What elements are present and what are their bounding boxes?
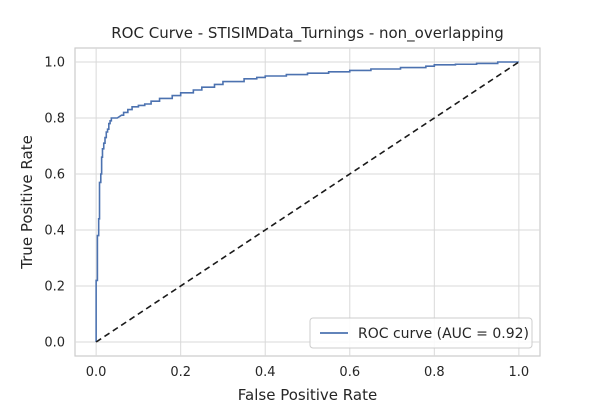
series-layer xyxy=(95,61,520,343)
x-tick-label: 0.6 xyxy=(339,365,360,380)
x-tick-label: 1.0 xyxy=(509,365,530,380)
grid-layer xyxy=(75,48,540,356)
chance-diagonal-line xyxy=(95,61,520,343)
tick-layer: 0.0 0.2 0.4 0.6 0.8 1.0 0.0 0.2 0.4 0.6 0.8 1.0 xyxy=(44,56,529,381)
x-tick-label: 0.0 xyxy=(86,365,107,380)
y-tick-label: 0.4 xyxy=(44,224,65,239)
legend-box xyxy=(309,317,533,349)
y-tick-label: 0.0 xyxy=(44,336,65,351)
y-tick-label: 0.8 xyxy=(44,112,65,127)
chart-title: ROC Curve - STISIMData_Turnings - non_ov… xyxy=(111,24,503,43)
legend: ROC curve (AUC = 0.92) xyxy=(309,317,533,349)
y-tick-label: 0.2 xyxy=(44,280,65,295)
y-tick-label: 0.6 xyxy=(44,168,65,183)
y-tick-label: 1.0 xyxy=(44,56,65,71)
roc-curve-line xyxy=(95,61,519,342)
x-tick-label: 0.2 xyxy=(170,365,191,380)
y-axis-label: True Positive Rate xyxy=(18,135,36,270)
x-tick-label: 0.4 xyxy=(255,365,276,380)
legend-label-roc-curve: ROC curve (AUC = 0.92) xyxy=(358,326,529,342)
x-tick-label: 0.8 xyxy=(424,365,445,380)
x-axis-label: False Positive Rate xyxy=(238,386,377,400)
